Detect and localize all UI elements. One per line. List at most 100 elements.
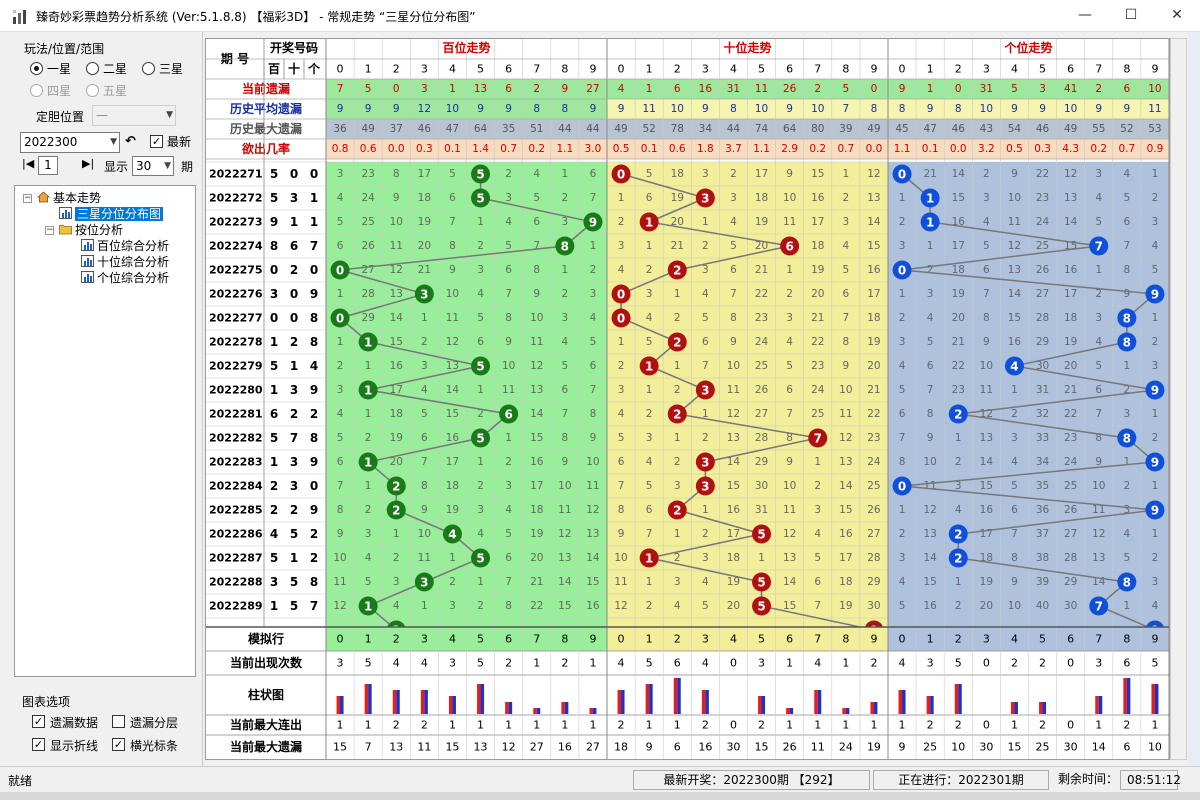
miss-value: 7 [899,432,906,444]
issue-number: 2022272 [209,192,263,205]
max-miss-value: 15 [1007,741,1021,754]
miss-value: 7 [590,384,597,396]
show-count-select[interactable]: 30 ▼ [132,156,174,176]
header-digit-label: 7 [533,63,540,76]
miss-value: 16 [867,264,881,276]
stat-value: 9 [393,103,400,115]
miss-value: 11 [783,216,796,228]
simulate-digit: 5 [758,633,765,646]
tree-node-shi-analysis[interactable]: 十位综合分析 [81,254,169,270]
refresh-icon[interactable]: ↶ [125,134,136,149]
window-title: 臻奇妙彩票趋势分析系统 (Ver:5.1.8.8) 【福彩3D】 - 常规走势 … [36,10,476,24]
tree-node-position-analysis[interactable]: 按位分析 [59,222,123,238]
option-line-checkbox[interactable]: ✓ [32,738,45,751]
tree-node-bai-analysis[interactable]: 百位综合分析 [81,238,169,254]
miss-value: 22 [1036,168,1049,180]
option-miss-layer-checkbox[interactable] [112,715,125,728]
max-run-value: 2 [1039,719,1046,732]
stat-value: 0.0 [388,143,405,155]
count-value: 2 [870,657,877,670]
latest-checkbox[interactable]: ✓ [150,135,163,148]
miss-value: 5 [702,600,709,612]
last-page-icon[interactable]: ▶| [82,157,95,170]
draw-digit: 9 [310,455,318,469]
max-run-value: 1 [1011,719,1018,732]
count-value: 4 [899,657,906,670]
miss-value: 6 [843,288,850,300]
first-page-icon[interactable]: |◀ [22,157,35,170]
miss-value: 2 [505,456,512,468]
miss-value: 2 [899,312,906,324]
miss-value: 23 [1064,432,1077,444]
miss-value: 39 [1036,576,1049,588]
miss-value: 18 [755,192,768,204]
miss-value: 1 [899,288,906,300]
miss-value: 2 [674,384,681,396]
draw-digit: 1 [290,551,298,565]
ball-digit: 8 [1123,312,1131,326]
count-bar [1039,702,1043,714]
miss-value: 19 [755,216,768,228]
maximize-button[interactable]: ☐ [1124,7,1138,23]
radio-three-star-label: 三星 [159,62,184,76]
miss-value: 15 [390,336,403,348]
miss-value: 19 [1064,336,1077,348]
stat-value: 44 [727,123,741,135]
miss-value: 3 [730,192,737,204]
header-section-title: 个位走势 [1003,40,1052,55]
draw-digit: 7 [290,431,298,445]
miss-value: 1 [337,336,344,348]
draw-ball [1117,308,1137,328]
ball-digit: 4 [448,528,456,542]
miss-value: 8 [421,480,428,492]
max-run-value: 1 [589,719,596,732]
draw-digit: 0 [290,167,298,181]
miss-value: 2 [955,456,962,468]
miss-value: 4 [1152,240,1159,252]
close-button[interactable]: ✕ [1171,7,1183,23]
footer-row-label: 当前最大遗漏 [230,739,302,754]
issue-select[interactable]: 2022300 ▼ [20,132,120,153]
radio-one-star[interactable] [30,62,43,75]
draw-ball [695,380,715,400]
radio-two-star[interactable] [86,62,99,75]
draw-digit: 2 [270,503,278,517]
page-input[interactable]: 1 [38,156,58,175]
max-run-value: 1 [337,719,344,732]
max-run-value: 1 [1095,719,1102,732]
minimize-button[interactable]: — [1078,7,1092,23]
tree-node-three-star-chart[interactable]: 三星分位分布图 [59,206,164,222]
max-miss-value: 12 [502,741,516,754]
stat-value: 11 [642,103,655,115]
option-cursor-checkbox[interactable]: ✓ [112,738,125,751]
miss-value: 4 [337,408,344,420]
count-value: 5 [955,657,962,670]
vertical-scrollbar[interactable] [1170,38,1187,760]
stat-value: 44 [558,123,572,135]
tree-node-ge-analysis[interactable]: 个位综合分析 [81,270,169,286]
draw-digit: 5 [270,551,278,565]
stat-value: 78 [671,123,684,135]
draw-digit: 7 [310,599,318,613]
option-miss-layer-label: 遗漏分层 [130,716,179,730]
draw-digit: 4 [310,359,318,373]
draw-digit: 3 [270,575,278,589]
count-bar [817,690,822,714]
draw-ball [386,476,406,496]
miss-value: 4 [646,456,653,468]
collapse-icon[interactable]: − [23,193,32,203]
radio-three-star[interactable] [142,62,155,75]
stat-value: 16 [699,83,713,95]
miss-value: 15 [530,432,543,444]
option-miss-data-checkbox[interactable]: ✓ [32,715,45,728]
tree-node-basic-trend[interactable]: 基本走势 [37,190,101,206]
simulate-digit: 9 [589,633,596,646]
miss-value: 26 [1036,264,1050,276]
collapse-icon[interactable]: − [45,225,54,235]
miss-value: 38 [1036,552,1049,564]
miss-value: 9 [449,264,456,276]
radio-one-star-label: 一星 [47,62,72,76]
draw-ball [752,596,772,616]
miss-value: 26 [755,384,769,396]
